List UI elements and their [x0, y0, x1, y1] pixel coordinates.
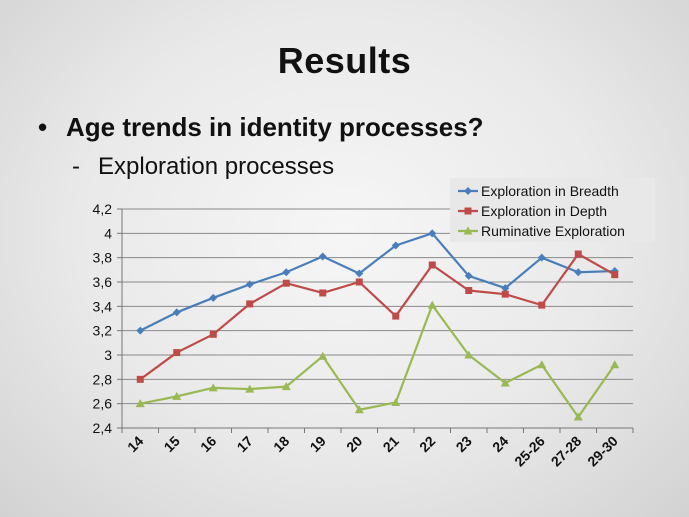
x-tick-labels: 14 15 16 17 18 19 20 21 22 23 24 25-26 27-28 29-30: [124, 433, 621, 470]
data-point: [465, 287, 473, 295]
y-tick-label: 2,4: [93, 420, 113, 436]
data-point: [318, 252, 327, 261]
y-tick-label: 3,8: [93, 250, 113, 266]
data-point: [501, 290, 509, 298]
data-point: [463, 226, 473, 235]
data-point: [245, 280, 254, 289]
data-point: [355, 278, 363, 286]
data-point: [464, 187, 472, 195]
data-point: [282, 268, 291, 277]
x-tick-label: 24: [489, 433, 511, 455]
x-tick-label: 17: [234, 433, 256, 455]
x-tick-label: 23: [453, 433, 475, 455]
data-point: [428, 229, 437, 238]
y-tick-label: 4: [104, 225, 112, 241]
series-2: [135, 300, 620, 421]
data-point: [209, 293, 218, 302]
legend-item: Exploration in Breadth: [458, 183, 619, 199]
x-tick-label: 27-28: [548, 433, 585, 470]
series-line: [140, 304, 616, 419]
y-tick-label: 3,4: [93, 298, 113, 314]
data-point: [135, 399, 145, 408]
data-point: [319, 289, 327, 297]
y-tick-label: 2,6: [93, 396, 113, 412]
data-point: [500, 378, 510, 387]
axes: [117, 208, 634, 433]
data-point: [391, 241, 400, 250]
data-point: [354, 405, 364, 414]
x-tick-label: 16: [197, 433, 219, 455]
bullet-symbol: •: [38, 112, 48, 142]
y-tick-label: 2,8: [93, 371, 113, 387]
data-point: [501, 284, 510, 293]
subbullet-item: - Exploration processes: [72, 153, 334, 181]
x-tick-label: 14: [124, 433, 146, 455]
data-point: [538, 301, 546, 309]
data-point: [172, 308, 181, 317]
subbullet-text: Exploration processes: [98, 153, 335, 180]
bullet-text: Age trends in identity processes?: [66, 112, 484, 142]
data-point: [537, 253, 546, 262]
data-point: [391, 397, 401, 406]
data-point: [392, 312, 400, 320]
data-point: [464, 207, 472, 215]
y-tick-label: 3,6: [93, 274, 113, 290]
data-point: [173, 349, 181, 357]
y-tick-label: 4,2: [93, 201, 113, 217]
series-line: [139, 252, 616, 381]
data-point: [355, 269, 364, 278]
data-point: [573, 412, 583, 421]
x-tick-label: 29-30: [584, 433, 621, 470]
x-tick-label: 18: [270, 433, 292, 455]
subbullet-symbol: -: [72, 153, 80, 180]
data-point: [282, 279, 290, 287]
data-point: [318, 351, 328, 360]
chart-legend: Exploration in Breadth Exploration in Dep…: [450, 178, 655, 242]
x-tick-label: 19: [307, 433, 329, 455]
data-point: [246, 300, 254, 308]
legend-label: Exploration in Breadth: [481, 183, 619, 199]
data-point: [208, 383, 218, 392]
legend-item: Exploration in Depth: [458, 203, 607, 219]
x-tick-label: 21: [380, 433, 402, 455]
y-tick-labels: 2,4 2,6 2,8 3 3,2 3,4 3,6 3,8 4 4,2: [93, 201, 113, 436]
data-point: [610, 360, 620, 369]
data-point: [281, 382, 291, 391]
data-point: [136, 375, 144, 383]
data-point: [136, 326, 145, 335]
data-point: [464, 271, 473, 280]
bullet-item: • Age trends in identity processes?: [38, 112, 484, 143]
x-tick-label: 15: [161, 433, 183, 455]
y-tick-label: 3: [104, 347, 112, 363]
slide-title: Results: [277, 40, 412, 81]
legend-item: Ruminative Exploration: [458, 223, 625, 239]
data-point: [428, 261, 436, 269]
legend-box: [450, 178, 655, 242]
series-lines: [135, 229, 620, 421]
data-point: [574, 250, 582, 258]
y-tick-label: 3,2: [93, 323, 113, 339]
data-point: [537, 360, 547, 369]
data-point: [245, 384, 255, 393]
data-point: [209, 330, 217, 338]
series-1: [136, 250, 619, 383]
data-point: [464, 350, 474, 359]
series-line: [139, 232, 615, 332]
data-point: [427, 300, 437, 309]
legend-label: Ruminative Exploration: [481, 223, 625, 239]
data-point: [172, 391, 182, 400]
data-point: [611, 271, 619, 279]
x-tick-label: 22: [416, 433, 438, 455]
x-tick-label: 25-26: [511, 433, 548, 470]
legend-label: Exploration in Depth: [481, 203, 607, 219]
data-point: [574, 268, 583, 277]
x-tick-label: 20: [343, 433, 365, 455]
